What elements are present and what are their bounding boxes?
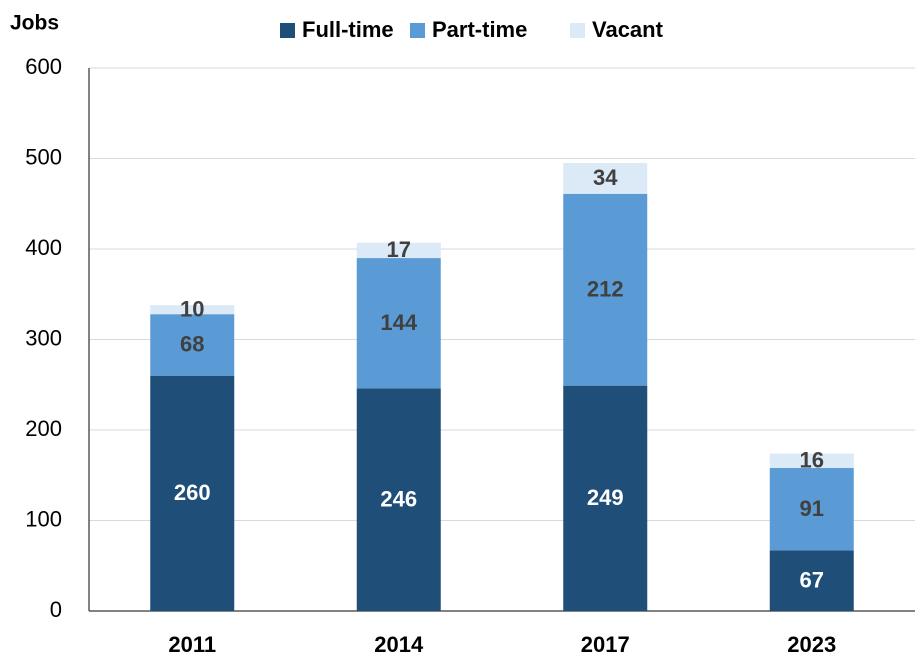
data-label: 67: [800, 567, 824, 592]
data-label: 17: [387, 237, 411, 262]
x-tick-label: 2017: [581, 632, 630, 657]
bar-segment: [150, 305, 235, 315]
y-tick-label: 100: [25, 506, 62, 531]
x-tick-label: 2011: [168, 632, 216, 657]
y-tick-label: 500: [25, 144, 62, 169]
data-label: 16: [800, 448, 824, 473]
data-label: 34: [593, 165, 618, 190]
legend-label: Full-time: [302, 17, 394, 42]
bar-segment: [356, 258, 441, 389]
legend-label: Part-time: [432, 17, 527, 42]
legend-swatch: [410, 23, 425, 38]
data-label: 10: [180, 296, 204, 321]
data-label: 91: [800, 496, 824, 521]
data-label: 68: [180, 332, 204, 357]
y-tick-label: 0: [50, 597, 62, 622]
x-tick-label: 2023: [787, 632, 836, 657]
y-tick-label: 300: [25, 325, 62, 350]
data-label: 249: [587, 485, 624, 510]
bar-segment: [769, 550, 854, 611]
bar-segment: [356, 388, 441, 611]
bar-segment: [563, 163, 648, 194]
legend-swatch: [570, 23, 585, 38]
bar-segment: [563, 385, 648, 611]
data-label: 144: [380, 310, 417, 335]
bar-segment: [563, 193, 648, 386]
bar-segment: [769, 468, 854, 551]
bar-segment: [150, 314, 235, 376]
y-tick-label: 400: [25, 235, 62, 260]
legend-swatch: [280, 23, 295, 38]
data-label: 260: [174, 480, 211, 505]
bar-segment: [769, 453, 854, 469]
data-label: 246: [380, 486, 417, 511]
bar-segment: [150, 375, 235, 611]
bar-segment: [356, 242, 441, 259]
y-tick-label: 200: [25, 416, 62, 441]
y-tick-label: 600: [25, 54, 62, 79]
x-tick-label: 2014: [374, 632, 424, 657]
y-axis-label: Jobs: [10, 12, 59, 35]
legend-label: Vacant: [592, 17, 664, 42]
data-label: 212: [587, 277, 624, 302]
